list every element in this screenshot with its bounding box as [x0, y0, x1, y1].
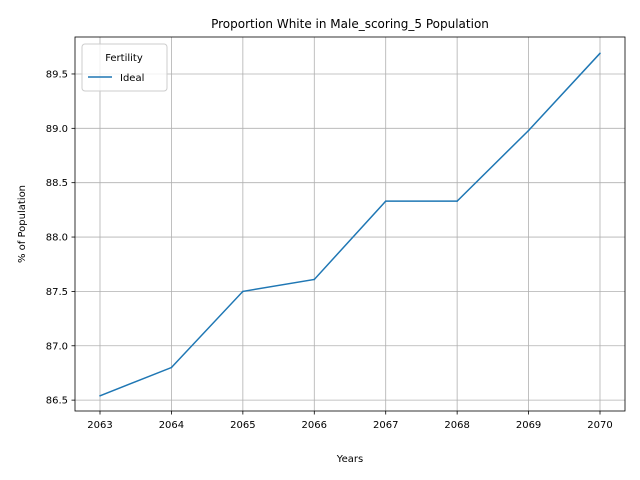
- data-point: [456, 200, 458, 202]
- y-tick-label: 89.0: [46, 124, 68, 135]
- x-tick-label: 2063: [87, 420, 112, 431]
- y-tick-label: 87.0: [46, 341, 68, 352]
- series-line-ideal: [99, 52, 601, 397]
- legend-title: Fertility: [105, 53, 143, 64]
- y-tick-label: 86.5: [46, 396, 68, 407]
- legend-label-ideal: Ideal: [120, 73, 144, 84]
- x-tick-label: 2070: [587, 420, 612, 431]
- x-tick-label: 2069: [516, 420, 541, 431]
- x-axis-ticks: 2063 2064 2065 2066 2067 2068 2069 2070: [87, 411, 613, 431]
- data-point: [313, 278, 316, 281]
- y-tick-label: 89.5: [46, 69, 68, 80]
- data-point: [527, 129, 530, 132]
- y-tick-label: 88.0: [46, 233, 68, 244]
- data-point: [99, 394, 101, 397]
- data-point: [599, 52, 601, 55]
- x-tick-label: 2068: [444, 420, 469, 431]
- series-layer: [99, 52, 601, 397]
- y-axis-label: % of Population: [17, 185, 28, 263]
- data-point: [170, 366, 173, 369]
- chart-title: Proportion White in Male_scoring_5 Popul…: [211, 17, 489, 31]
- x-axis-label: Years: [336, 454, 363, 465]
- data-point: [242, 290, 244, 293]
- x-tick-label: 2065: [230, 420, 255, 431]
- data-point: [384, 200, 387, 202]
- y-tick-label: 88.5: [46, 178, 68, 189]
- legend-box: [81, 43, 168, 92]
- x-tick-label: 2066: [302, 420, 327, 431]
- plot-area-frame: [74, 36, 626, 412]
- grid: [75, 37, 625, 411]
- legend: Fertility Ideal: [81, 43, 168, 92]
- x-tick-label: 2064: [159, 420, 184, 431]
- y-axis-ticks: 86.5 87.0 87.5 88.0 88.5 89.0 89.5: [46, 69, 75, 407]
- x-tick-label: 2067: [373, 420, 398, 431]
- y-tick-label: 87.5: [46, 287, 68, 298]
